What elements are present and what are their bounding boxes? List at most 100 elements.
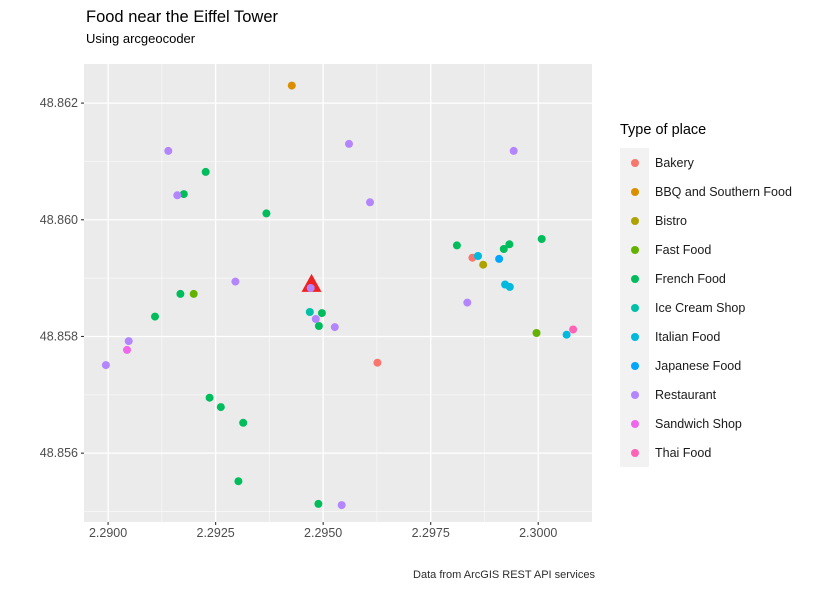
legend-label: Ice Cream Shop: [655, 300, 746, 315]
data-point: [305, 308, 314, 316]
data-point: [569, 325, 578, 334]
y-tick-label: 48.860: [40, 213, 78, 227]
data-point: [239, 418, 248, 427]
data-point: [231, 277, 240, 286]
data-point: [337, 501, 346, 510]
legend-item: Thai Food: [620, 438, 835, 467]
legend-key-dot: [630, 332, 639, 341]
data-point: [463, 298, 472, 307]
data-point: [234, 477, 243, 486]
legend-label: Fast Food: [655, 242, 712, 257]
y-tick-label: 48.862: [40, 96, 78, 110]
legend-item: Italian Food: [620, 322, 835, 351]
legend-label: Italian Food: [655, 329, 721, 344]
data-point: [509, 146, 518, 155]
legend-item: Japanese Food: [620, 351, 835, 380]
plot-title: Food near the Eiffel Tower: [86, 8, 279, 26]
x-tick-label: 2.2900: [89, 526, 127, 540]
legend-key-dot: [630, 303, 639, 312]
legend-key: [620, 177, 649, 206]
legend-key: [620, 409, 649, 438]
data-point: [189, 289, 198, 298]
legend-key: [620, 206, 649, 235]
legend-key: [620, 264, 649, 293]
data-point: [205, 393, 214, 402]
legend-item: Sandwich Shop: [620, 409, 835, 438]
data-point: [373, 358, 382, 367]
y-tick-label: 48.856: [40, 446, 78, 460]
data-point: [317, 309, 326, 318]
plot-subtitle: Using arcgeocoder: [86, 31, 196, 46]
legend-key: [620, 380, 649, 409]
legend-item: Fast Food: [620, 235, 835, 264]
legend-key: [620, 351, 649, 380]
data-point: [201, 167, 210, 176]
legend-item: French Food: [620, 264, 835, 293]
data-point: [479, 260, 488, 269]
legend-label: Thai Food: [655, 445, 712, 460]
x-tick-label: 2.2950: [304, 526, 342, 540]
plot-panel: [84, 64, 592, 522]
data-point: [366, 198, 374, 207]
data-point: [101, 361, 110, 370]
legend-label: Restaurant: [655, 387, 717, 402]
legend-key: [620, 148, 649, 177]
data-point: [311, 315, 320, 323]
data-point: [345, 139, 353, 148]
data-point: [179, 190, 188, 199]
data-point: [124, 337, 133, 346]
x-tick-label: 2.3000: [519, 526, 557, 540]
eiffel-tower-marker: [301, 273, 322, 292]
x-tick-label: 2.2975: [412, 526, 450, 540]
legend-key: [620, 235, 649, 264]
plot-caption: Data from ArcGIS REST API services: [413, 569, 595, 581]
data-point: [474, 252, 482, 260]
legend-key: [620, 322, 649, 351]
legend-item: BBQ and Southern Food: [620, 177, 835, 206]
data-point: [505, 282, 514, 291]
legend-label: BBQ and Southern Food: [655, 184, 792, 199]
data-point: [151, 312, 159, 321]
legend-label: Japanese Food: [655, 358, 742, 373]
legend-key: [620, 438, 649, 467]
legend-key: [620, 293, 649, 322]
data-point: [537, 235, 546, 243]
legend-key-dot: [630, 158, 639, 167]
data-point: [499, 245, 508, 253]
data-point: [306, 284, 315, 292]
data-point: [314, 499, 323, 508]
legend-item: Restaurant: [620, 380, 835, 409]
legend-key-dot: [630, 187, 639, 196]
legend-label: Sandwich Shop: [655, 416, 742, 431]
legend-key-dot: [630, 216, 639, 225]
data-point: [330, 323, 339, 332]
legend-key-dot: [630, 361, 639, 370]
data-point: [532, 329, 541, 337]
legend-label: French Food: [655, 271, 726, 286]
legend-key-dot: [630, 274, 639, 283]
legend-key-dot: [630, 390, 639, 399]
data-point: [562, 330, 571, 339]
data-point: [123, 345, 131, 354]
data-point: [176, 289, 185, 298]
legend-items: Bakery BBQ and Southern Food Bistro Fast Fo…: [620, 148, 835, 467]
legend-item: Bistro: [620, 206, 835, 235]
data-point: [164, 146, 173, 155]
data-point: [173, 191, 182, 200]
legend-label: Bistro: [655, 213, 687, 228]
data-point: [262, 209, 271, 218]
data-point: [495, 254, 504, 263]
data-point: [216, 403, 225, 412]
data-point: [314, 322, 323, 330]
legend-label: Bakery: [655, 155, 694, 170]
legend-key-dot: [630, 245, 639, 254]
legend: Type of place Bakery BBQ and Southern Foo…: [620, 122, 835, 467]
legend-item: Bakery: [620, 148, 835, 177]
legend-title: Type of place: [620, 122, 707, 138]
legend-key-dot: [630, 448, 639, 457]
legend-key-dot: [630, 419, 639, 428]
legend-item: Ice Cream Shop: [620, 293, 835, 322]
y-tick-label: 48.858: [40, 329, 78, 343]
